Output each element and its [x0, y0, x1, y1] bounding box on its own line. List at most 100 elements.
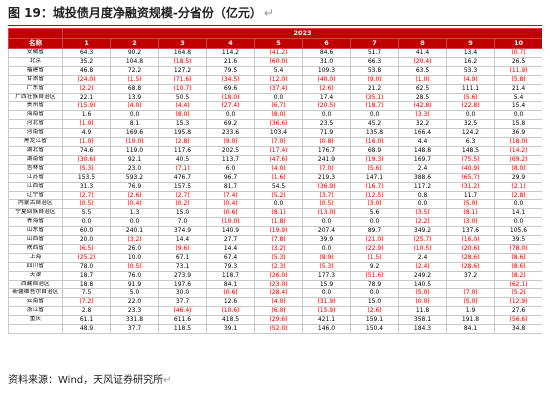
value-cell	[446, 279, 495, 290]
month-header: 5	[254, 38, 303, 49]
value-cell: 169.7	[398, 154, 447, 165]
value-cell: (20.5)	[302, 101, 351, 112]
value-cell: 34.8	[493, 324, 542, 334]
month-header: 7	[350, 38, 399, 49]
value-cell: 39.5	[493, 235, 542, 245]
value-cell: 0.0	[302, 110, 351, 121]
table-body: 安徽省 64.3 90.2 164.8 114.2 (41.2) 84.6 51.7 41.4 1…	[8, 48, 542, 334]
value-cell: (62.1)	[493, 279, 542, 290]
value-cell: (2.6)	[110, 190, 159, 201]
value-cell: (2.6)	[350, 306, 399, 317]
value-cell: 23.5	[302, 119, 351, 130]
value-cell: 23.0	[110, 163, 159, 174]
value-cell: 20.0	[62, 235, 111, 245]
province-name: 青海省	[8, 217, 63, 228]
value-cell: 39.1	[206, 324, 255, 334]
province-name: 湖北省	[8, 145, 63, 156]
value-cell: 17.4	[302, 92, 351, 103]
value-cell: 12.6	[206, 297, 255, 308]
value-cell: (47.6)	[254, 154, 303, 165]
value-cell: (22.8)	[446, 101, 495, 112]
value-cell: (10.0)	[110, 137, 159, 147]
table-row: 内蒙古自治区 (0.5) (0.4) (0.2) (0.4) 0.0 (0.5) (3.0) 0…	[8, 199, 542, 210]
value-cell: 6.3	[446, 137, 495, 147]
value-cell: 15.0	[158, 208, 207, 219]
province-name: 山西省	[8, 235, 63, 245]
value-cell: 146.0	[302, 324, 351, 334]
value-cell: (7.0)	[254, 137, 303, 147]
value-cell: 169.6	[110, 128, 159, 139]
value-cell: 358.1	[398, 315, 447, 326]
province-name: 吉林省	[8, 163, 63, 174]
value-cell: (10.5)	[398, 243, 447, 254]
value-cell: (3.2)	[110, 235, 159, 245]
value-cell: (18.0)	[206, 92, 255, 103]
value-cell: (37.4)	[254, 83, 303, 94]
value-cell: 148.5	[446, 145, 495, 156]
value-cell: 103.4	[254, 128, 303, 139]
value-cell: (40.0)	[302, 74, 351, 85]
value-cell: 14.4	[206, 243, 255, 254]
value-cell: (0.7)	[493, 48, 542, 58]
province-name: 河南省	[8, 128, 63, 139]
value-cell: (8.0)	[158, 110, 207, 121]
value-cell: (5.6)	[350, 163, 399, 174]
value-cell: 26.0	[110, 243, 159, 254]
table-row: 江西省 31.3 76.9 157.5 81.7 54.5 (36.9) (16.7) 117.…	[8, 181, 542, 192]
value-cell: (15.9)	[62, 101, 111, 112]
value-cell: (35.1)	[350, 92, 399, 103]
value-cell: (6.7)	[254, 101, 303, 112]
value-cell: (3.7)	[302, 190, 351, 201]
value-cell: 39.9	[302, 235, 351, 245]
value-cell: 0.0	[493, 110, 542, 121]
value-cell: (9.6)	[158, 243, 207, 254]
province-name: 重庆	[8, 315, 63, 326]
table-row: 海南省 1.6 0.0 (8.0) 0.0 (8.0) 0.0 0.0 (3.3) 0.0 0.0	[8, 110, 542, 121]
month-header: 3	[158, 38, 207, 49]
value-cell: (5.3)	[62, 163, 111, 174]
value-cell: (36.6)	[254, 119, 303, 130]
value-cell: (11.9)	[493, 65, 542, 76]
value-cell: 16.2	[446, 56, 495, 67]
value-cell: (0.5)	[302, 199, 351, 210]
value-cell: (31.9)	[302, 297, 351, 308]
value-cell: (2.6)	[302, 83, 351, 94]
value-cell: 5.5	[62, 208, 111, 219]
value-cell: 0.0	[350, 110, 399, 121]
value-cell: (5.0)	[446, 199, 495, 210]
value-cell: (3.2)	[254, 243, 303, 254]
province-name: 甘肃省	[8, 74, 63, 85]
table-row: 辽宁省 (2.7) (2.6) (2.7) (7.4) (5.2) (3.7) (12.5) 0…	[8, 190, 542, 201]
value-cell: (28.6)	[446, 261, 495, 272]
value-cell: 37.7	[158, 297, 207, 308]
value-cell: 22.1	[62, 92, 111, 103]
value-cell: (5.0)	[446, 297, 495, 308]
value-cell: 1.6	[62, 110, 111, 121]
value-cell: 31.3	[62, 181, 111, 192]
table-row: 48.9 37.7 118.5 39.1 (52.0) 146.0 150.4 184.3 84…	[8, 324, 542, 334]
value-cell: 76.9	[110, 181, 159, 192]
table-row: 西藏自治区 18.8 91.9 197.6 84.1 (23.0) 15.9 78.9 140.…	[8, 279, 542, 290]
value-cell: (8.6)	[493, 261, 542, 272]
value-cell: (18.7)	[350, 101, 399, 112]
value-cell: (1.6)	[254, 172, 303, 183]
value-cell: 0.0	[110, 110, 159, 121]
value-cell: 22.0	[110, 297, 159, 308]
value-cell: 6.0	[206, 163, 255, 174]
value-cell: 46.8	[62, 65, 111, 76]
value-cell: (6.0)	[254, 306, 303, 317]
value-cell: 78.0	[62, 261, 111, 272]
value-cell: 153.5	[62, 172, 111, 183]
province-name: 海南省	[8, 110, 63, 121]
value-cell: 0.0	[350, 288, 399, 299]
province-name: 河北省	[8, 119, 63, 130]
value-cell: (25.2)	[62, 252, 111, 263]
province-name: 贵州省	[8, 101, 63, 112]
value-cell: (1.0)	[62, 137, 111, 147]
province-name: 江苏省	[8, 172, 63, 183]
table-row: 吉林省 (5.3) 23.0 (7.1) 6.0 (4.0) (7.0) (5.6) 2.4 (4…	[8, 163, 542, 174]
value-cell: (8.0)	[254, 110, 303, 121]
value-cell: 10.0	[110, 252, 159, 263]
table-row: 上海 (25.2) 10.0 67.1 67.4 (5.3) (8.9) (1.5) 2.4 (2…	[8, 252, 542, 263]
value-cell: 0.0	[302, 288, 351, 299]
